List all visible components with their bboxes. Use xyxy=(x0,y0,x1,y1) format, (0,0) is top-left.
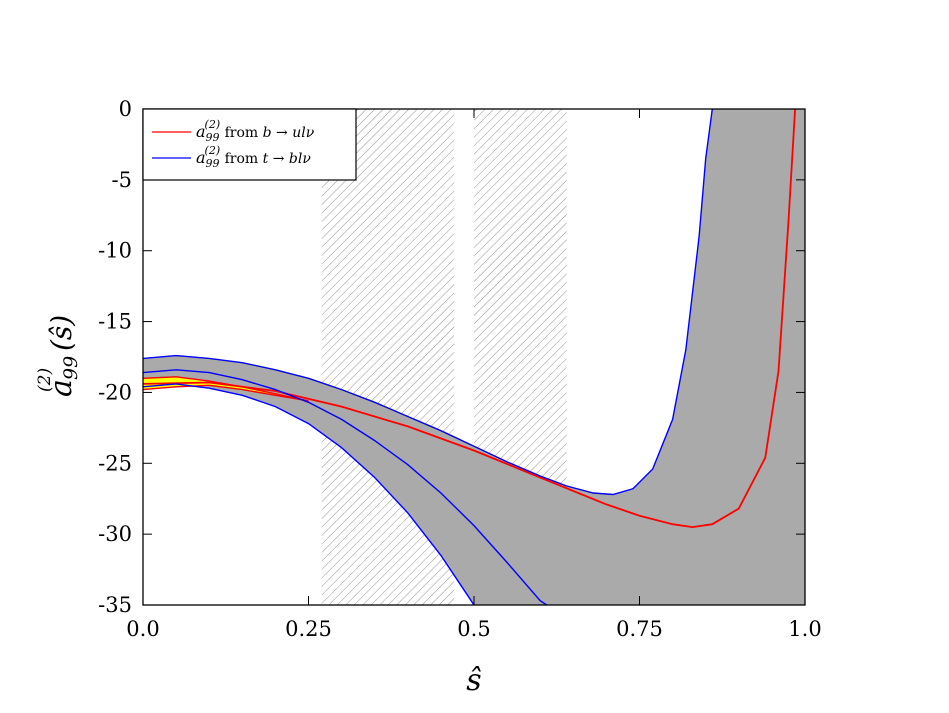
x-tick-label: 0.5 xyxy=(457,617,490,641)
gray-uncertainty-band xyxy=(143,109,805,605)
y-tick-label: -35 xyxy=(98,593,132,617)
y-axis-label-sub: 99 xyxy=(60,356,82,380)
x-tick-label: 1.0 xyxy=(788,617,821,641)
series-line-b-central xyxy=(143,109,796,529)
x-tick-label: 0.25 xyxy=(285,617,332,641)
legend-label-t: a99(2) from t → blν xyxy=(196,144,311,170)
legend-label-b: a99(2) from b → ulν xyxy=(196,118,315,144)
hatched-regions xyxy=(321,109,567,605)
legend-entry-t: a99(2) from t → blν xyxy=(152,144,311,170)
series-lines xyxy=(143,109,796,605)
y-tick-label: -25 xyxy=(98,451,132,475)
y-axis-label-arg: (ŝ) xyxy=(45,315,78,351)
series-line-b-band-lower xyxy=(143,384,309,402)
y-axis-label-sup: (2) xyxy=(35,368,55,392)
y-axis-label: (2) a 99 (ŝ) xyxy=(35,315,82,397)
y-axis-label-symbol: a xyxy=(44,379,79,397)
y-tick-label: -5 xyxy=(112,168,132,192)
series-line-t-mid xyxy=(143,369,548,605)
series-line-t-upper xyxy=(143,109,713,496)
y-tick-label: -30 xyxy=(98,522,132,546)
series-line-t-lower xyxy=(143,383,475,605)
y-tick-label: 0 xyxy=(119,97,132,121)
legend: a99(2) from b → ulν a99(2) from t → blν xyxy=(142,108,357,181)
legend-entry-b: a99(2) from b → ulν xyxy=(152,118,315,144)
y-tick-label: -15 xyxy=(98,310,132,334)
x-tick-label: 0.75 xyxy=(616,617,663,641)
axis-ticks: 0.0 0.25 0.5 0.75 1.0 0 -5 -10 -15 -20 -25 -30 -35 xyxy=(98,97,822,641)
x-axis-label: ŝ xyxy=(466,663,481,698)
x-tick-label: 0.0 xyxy=(126,617,159,641)
y-tick-label: -20 xyxy=(98,380,132,404)
y-tick-label: -10 xyxy=(98,239,132,263)
legend-box xyxy=(142,108,357,181)
